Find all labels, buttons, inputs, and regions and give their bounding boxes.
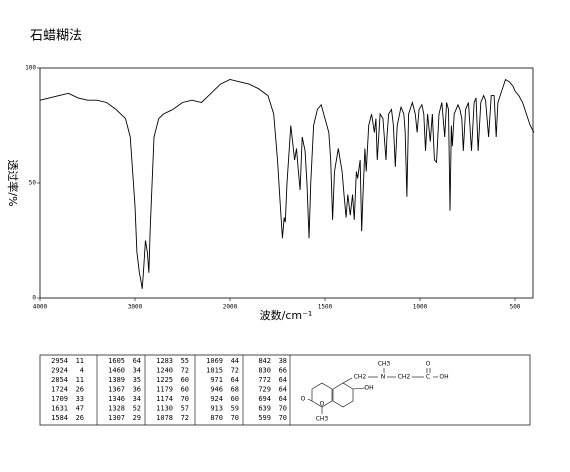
y-tick-label: 50 [29,180,37,187]
peak-wavenumber: 1460 [108,367,125,375]
structure-label: O [301,396,306,403]
peak-wavenumber: 1179 [156,386,173,394]
peak-wavenumber: 1367 [108,386,125,394]
structure-label: CH3 [378,361,391,368]
peak-transmittance: 29 [133,414,141,422]
peak-transmittance: 72 [181,367,189,375]
peak-wavenumber: 1307 [108,414,125,422]
peak-wavenumber: 1174 [156,395,173,403]
peak-transmittance: 70 [181,395,189,403]
peak-wavenumber: 870 [210,414,223,422]
peak-wavenumber: 639 [258,405,271,413]
peak-transmittance: 70 [231,414,239,422]
structure-label: CH2 [398,374,411,381]
peak-transmittance: 68 [231,386,239,394]
peak-transmittance: 35 [133,376,141,384]
peak-transmittance: 60 [231,395,239,403]
x-tick-label: 2000 [223,304,238,311]
peak-transmittance: 11 [76,376,84,384]
x-tick-label: 4000 [33,304,48,311]
peak-wavenumber: 1015 [206,367,223,375]
peak-transmittance: 64 [133,357,141,365]
structure-label: CH2 [354,374,367,381]
peak-transmittance: 47 [76,405,84,413]
spectrum-line [39,78,535,289]
peak-transmittance: 64 [279,395,287,403]
x-tick-label: 1000 [413,304,428,311]
peak-wavenumber: 830 [258,367,271,375]
peak-transmittance: 36 [133,386,141,394]
peak-transmittance: 60 [181,376,189,384]
peak-transmittance: 64 [231,376,239,384]
peak-transmittance: 26 [76,414,84,422]
structure-label: N [381,374,386,381]
peak-wavenumber: 1130 [156,405,173,413]
peak-wavenumber: 2954 [51,357,68,365]
peak-wavenumber: 1605 [108,357,125,365]
structure-label: O [426,361,431,368]
table-frame [39,354,531,426]
peak-transmittance: 72 [231,367,239,375]
peak-wavenumber: 1389 [108,376,125,384]
peak-transmittance: 72 [181,414,189,422]
peak-wavenumber: 913 [210,405,223,413]
peak-transmittance: 57 [181,405,189,413]
peak-wavenumber: 772 [258,376,271,384]
peak-transmittance: 70 [279,414,287,422]
structure-label: OH [439,374,448,381]
peak-wavenumber: 1724 [51,386,68,394]
peak-wavenumber: 729 [258,386,271,394]
peak-transmittance: 55 [181,357,189,365]
peak-wavenumber: 1346 [108,395,125,403]
peak-wavenumber: 1328 [108,405,125,413]
peak-wavenumber: 924 [210,395,223,403]
y-tick-label: 100 [25,65,36,72]
peak-wavenumber: 946 [210,386,223,394]
peak-wavenumber: 2924 [51,367,68,375]
x-axis-label: 波数/cm⁻¹ [260,309,313,322]
x-tick-label: 1500 [318,304,333,311]
chart-title: 石蜡糊法 [30,28,82,44]
y-axis-label: 透过率/% [6,159,20,206]
peak-wavenumber: 1069 [206,357,223,365]
peak-wavenumber: 694 [258,395,271,403]
peak-wavenumber: 1584 [51,414,68,422]
peak-transmittance: 38 [279,357,287,365]
peak-transmittance: 64 [279,376,287,384]
peak-wavenumber: 842 [258,357,271,365]
peak-wavenumber: 1709 [51,395,68,403]
peak-transmittance: 4 [80,367,84,375]
peak-transmittance: 66 [279,367,287,375]
peak-wavenumber: 1078 [156,414,173,422]
structure-bonds [307,368,438,414]
peak-wavenumber: 2854 [51,376,68,384]
peak-transmittance: 44 [231,357,239,365]
structure-label: CH3 [316,416,329,423]
peak-wavenumber: 971 [210,376,223,384]
x-tick-label: 3000 [128,304,143,311]
peak-wavenumber: 1225 [156,376,173,384]
peak-transmittance: 34 [133,395,141,403]
peak-wavenumber: 1631 [51,405,68,413]
y-tick-label: 0 [32,295,36,302]
peak-table [39,354,531,426]
peak-wavenumber: 599 [258,414,271,422]
plot-frame [39,67,534,299]
peak-transmittance: 60 [181,386,189,394]
x-tick-label: 500 [510,304,521,311]
structure-label: C [426,374,430,381]
peak-wavenumber: 1240 [156,367,173,375]
peak-transmittance: 70 [279,405,287,413]
structure-label: OH [364,385,373,392]
peak-transmittance: 64 [279,386,287,394]
peak-wavenumber: 1283 [156,357,173,365]
peak-transmittance: 33 [76,395,84,403]
peak-transmittance: 34 [133,367,141,375]
peak-transmittance: 26 [76,386,84,394]
peak-transmittance: 59 [231,405,239,413]
peak-transmittance: 11 [76,357,84,365]
structure-label: O [320,401,325,408]
peak-transmittance: 52 [133,405,141,413]
